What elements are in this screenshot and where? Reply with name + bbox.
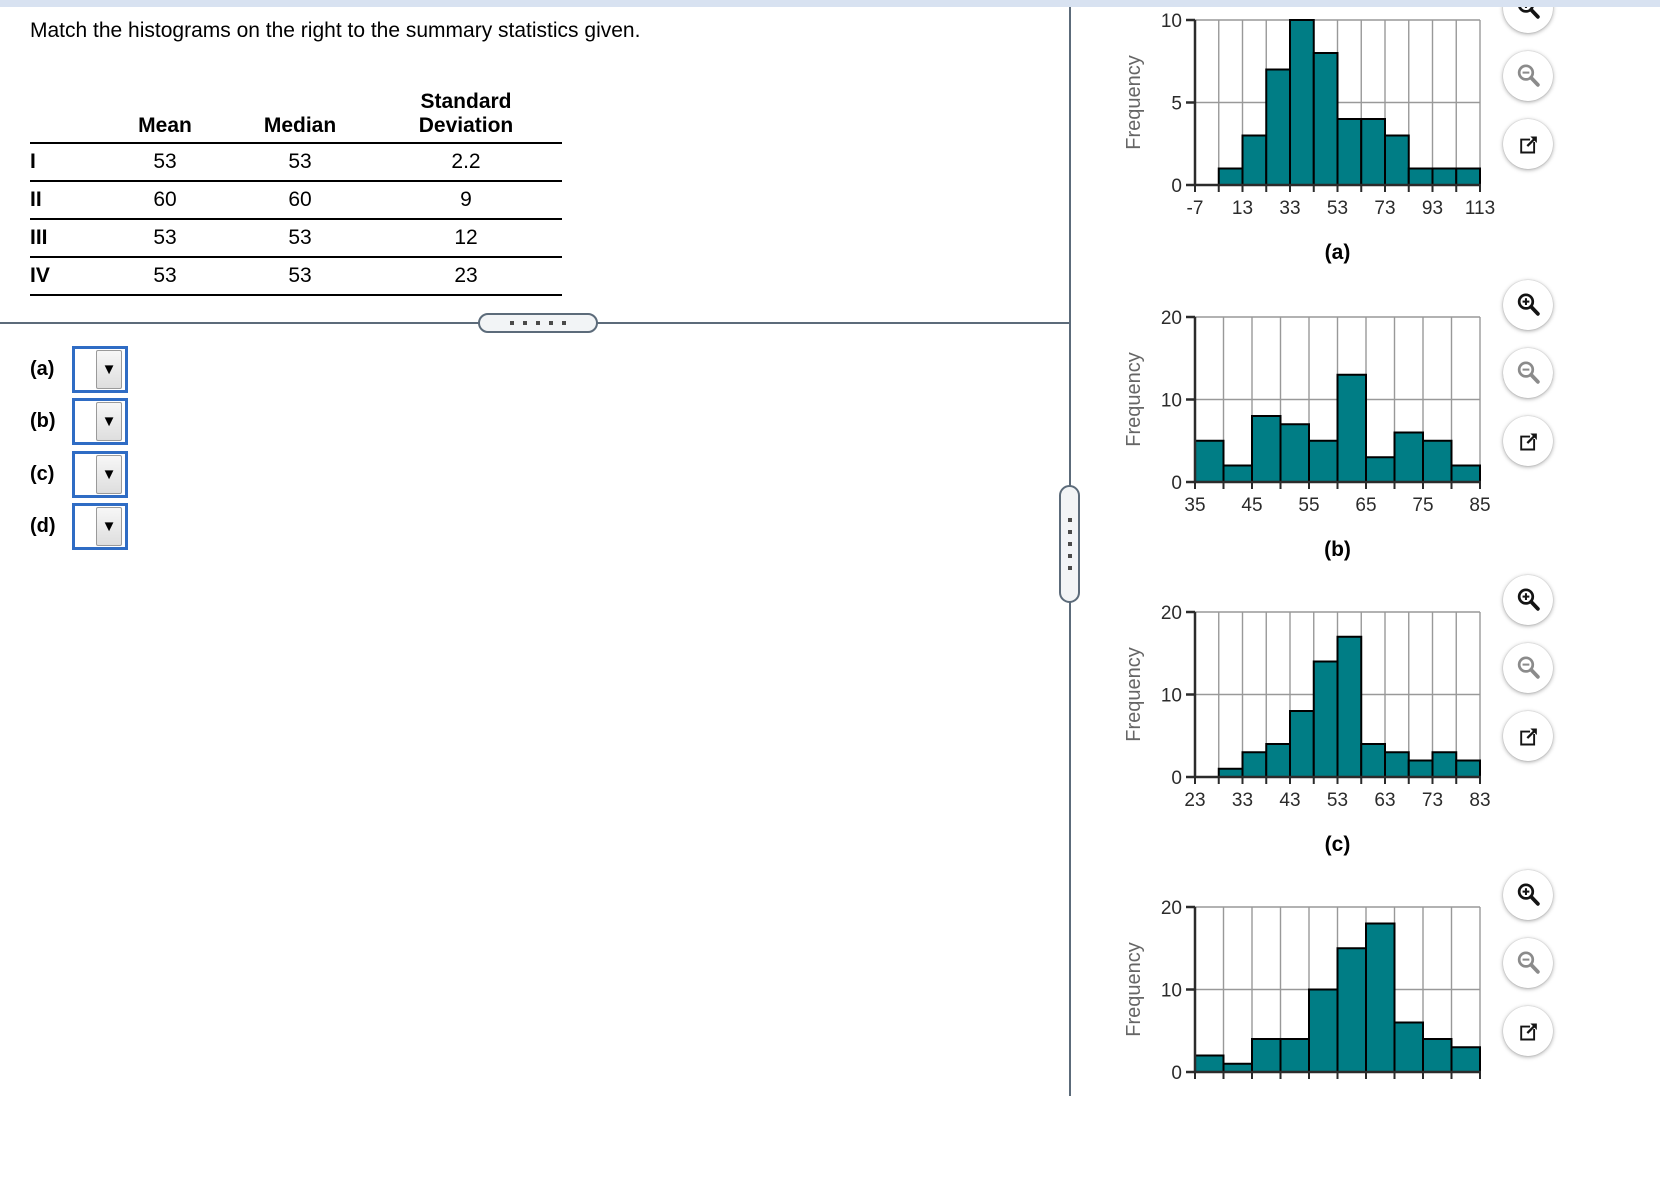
x-tick-label: 33: [1232, 790, 1253, 811]
zoom-in-icon[interactable]: [1503, 280, 1553, 330]
x-tick-label: 33: [1279, 198, 1300, 219]
y-tick-label: 10: [1161, 981, 1182, 1002]
zoom-in-icon[interactable]: [1503, 870, 1553, 920]
zoom-in-icon[interactable]: [1503, 575, 1553, 625]
y-tick-label: 20: [1161, 603, 1182, 624]
summary-statistics-table: Mean Median Standard Deviation I 53 53 2…: [30, 72, 562, 296]
sd-value: 23: [454, 264, 478, 287]
histogram-b: 35 45 55 65 75 85 0 10 20 Frequency (b): [1080, 304, 1540, 594]
chevron-down-icon: ▼: [96, 455, 122, 494]
table-row: I 53 53 2.2: [30, 144, 562, 182]
answer-label: (d): [30, 515, 56, 537]
y-axis-label: Frequency: [1123, 942, 1145, 1037]
histogram-a: -7 13 33 53 73 93 113 0 5 10 Frequency (a): [1080, 7, 1540, 297]
x-tick-label: 63: [1374, 790, 1395, 811]
x-tick-label: 13: [1232, 198, 1253, 219]
histogram-c: 23 33 43 53 63 73 83 0 10 20 Frequency (c): [1080, 599, 1540, 889]
mean-value: 60: [153, 188, 177, 211]
median-value: 53: [288, 150, 312, 173]
x-tick-label: 45: [1241, 495, 1262, 516]
chevron-down-icon: ▼: [96, 402, 122, 441]
zoom-out-icon[interactable]: [1503, 938, 1553, 988]
y-tick-label: 0: [1171, 473, 1182, 494]
answer-select-b[interactable]: ▼: [72, 398, 128, 445]
zoom-out-icon[interactable]: [1503, 348, 1553, 398]
table-header-mean: Mean: [138, 113, 192, 137]
answer-label: (c): [30, 463, 55, 485]
median-value: 53: [288, 264, 312, 287]
table-row: II 60 60 9: [30, 182, 562, 220]
table-row: IV 53 53 23: [30, 258, 562, 296]
chart-caption: (c): [1325, 833, 1351, 856]
open-in-new-window-icon[interactable]: [1503, 119, 1553, 169]
answer-label: (b): [30, 410, 56, 432]
y-tick-label: 5: [1171, 94, 1182, 115]
x-tick-label: 43: [1279, 790, 1300, 811]
sd-value: 9: [460, 188, 472, 211]
mean-value: 53: [153, 264, 177, 287]
x-tick-label: 73: [1374, 198, 1395, 219]
x-tick-label: 85: [1469, 495, 1490, 516]
chevron-down-icon: ▼: [96, 350, 122, 389]
x-tick-label: 75: [1412, 495, 1433, 516]
y-tick-label: 20: [1161, 308, 1182, 329]
answer-row-c: (c) ▼: [30, 451, 128, 498]
x-tick-label: 53: [1327, 198, 1348, 219]
answer-select-d[interactable]: ▼: [72, 503, 128, 550]
zoom-out-icon[interactable]: [1503, 643, 1553, 693]
open-in-new-window-icon[interactable]: [1503, 416, 1553, 466]
x-tick-label: 53: [1327, 790, 1348, 811]
y-tick-label: 0: [1171, 1063, 1182, 1084]
median-value: 60: [288, 188, 312, 211]
open-in-new-window-icon[interactable]: [1503, 1006, 1553, 1056]
mean-value: 53: [153, 150, 177, 173]
sd-value: 12: [454, 226, 478, 249]
row-label: II: [30, 188, 42, 211]
open-in-new-window-icon[interactable]: [1503, 711, 1553, 761]
median-value: 53: [288, 226, 312, 249]
row-label: I: [30, 150, 36, 173]
zoom-out-icon[interactable]: [1503, 51, 1553, 101]
chart-caption: (a): [1325, 241, 1351, 264]
y-axis-label: Frequency: [1123, 352, 1145, 447]
histogram-d: 0 10 20 Frequency: [1080, 894, 1540, 1184]
y-tick-label: 10: [1161, 686, 1182, 707]
horizontal-divider-drag-handle[interactable]: [478, 313, 598, 333]
y-tick-label: 20: [1161, 898, 1182, 919]
x-tick-label: 83: [1469, 790, 1490, 811]
x-tick-label: 55: [1298, 495, 1319, 516]
y-tick-label: 0: [1171, 176, 1182, 197]
answer-row-a: (a) ▼: [30, 346, 128, 393]
y-tick-label: 10: [1161, 11, 1182, 32]
x-tick-label: 113: [1465, 198, 1495, 219]
y-tick-label: 10: [1161, 391, 1182, 412]
y-axis-label: Frequency: [1123, 55, 1145, 150]
question-prompt: Match the histograms on the right to the…: [30, 19, 641, 42]
x-tick-label: 93: [1422, 198, 1443, 219]
x-tick-label: 23: [1184, 790, 1205, 811]
vertical-divider-drag-handle[interactable]: [1059, 485, 1080, 603]
x-tick-label: 65: [1355, 495, 1376, 516]
table-row: III 53 53 12: [30, 220, 562, 258]
window-top-accent-bar: [0, 0, 1660, 7]
answer-label: (a): [30, 358, 55, 380]
sd-value: 2.2: [451, 150, 481, 173]
table-header-row: Mean Median Standard Deviation: [30, 72, 562, 144]
table-header-median: Median: [263, 113, 337, 137]
chart-caption: (b): [1324, 538, 1351, 561]
answer-select-c[interactable]: ▼: [72, 451, 128, 498]
answer-select-a[interactable]: ▼: [72, 346, 128, 393]
x-tick-label: -7: [1187, 198, 1204, 219]
answer-row-d: (d) ▼: [30, 503, 128, 550]
chevron-down-icon: ▼: [96, 507, 122, 546]
row-label: III: [30, 226, 48, 249]
table-header-standard-deviation: Standard Deviation: [418, 89, 514, 137]
y-tick-label: 0: [1171, 768, 1182, 789]
y-axis-label: Frequency: [1123, 647, 1145, 742]
answer-row-b: (b) ▼: [30, 398, 128, 445]
x-tick-label: 35: [1184, 495, 1205, 516]
x-tick-label: 73: [1422, 790, 1443, 811]
row-label: IV: [30, 264, 50, 287]
mean-value: 53: [153, 226, 177, 249]
